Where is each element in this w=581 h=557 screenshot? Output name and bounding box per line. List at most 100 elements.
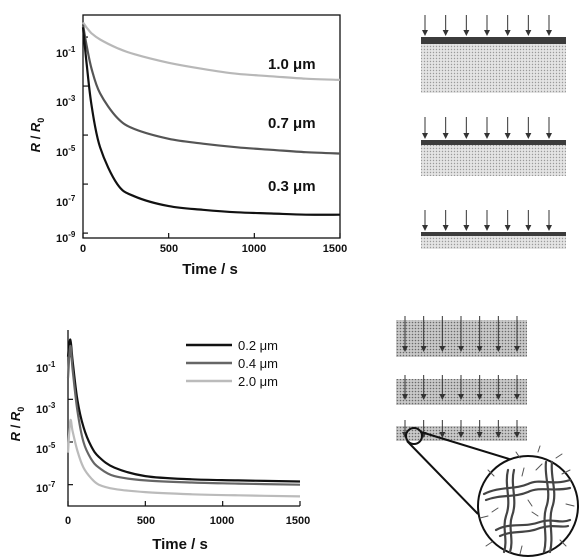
arrow-row-2-head-6 [546,133,552,139]
arrow-row-2-head-3 [484,133,490,139]
arrow-row-5 [402,375,520,400]
top-plot-frame [82,14,341,239]
top-y-axis-label: R / R0 [28,118,46,153]
arrow-row-1-head-1 [442,30,449,36]
top-ytick-label-4: 10-9 [56,230,76,245]
membrane-layer-3 [421,232,566,236]
arrow-row-1-head-6 [546,30,552,36]
arrow-row-4-head-1 [420,346,427,352]
arrow-row-4-head-6 [514,346,520,352]
arrow-row-2-head-4 [504,133,511,139]
top-chart: 10-1 10-3 10-5 10-7 10-9 0 500 1000 1500… [28,14,347,278]
arrow-row-2-head-5 [525,133,532,139]
porous-layer-illustration-3 [396,420,527,441]
arrow-row-1-head-2 [463,30,470,36]
top-xtick-label-2: 1000 [242,243,266,255]
arrow-row-4-head-0 [402,346,408,352]
top-x-axis-label: Time / s [182,261,238,278]
bottom-xtick-label-3: 1500 [286,515,310,527]
fiber-network [482,460,572,554]
arrow-row-1-head-3 [484,30,490,36]
arrow-row-2-head-0 [422,133,428,139]
arrow-row-3-head-5 [525,225,532,231]
membrane-layer-2 [421,140,566,145]
arrow-row-2-head-1 [442,133,449,139]
arrow-row-5-head-2 [439,394,446,400]
arrow-row-6-head-6 [514,432,520,438]
substrate-2 [421,145,566,176]
porous-layer-illustration-2 [396,375,527,405]
arrow-row-5-head-0 [402,394,408,400]
arrow-row-4-head-2 [439,346,446,352]
arrow-row-6-head-5 [495,432,502,438]
bottom-schematic [396,316,579,557]
porous-layer-illustration-1 [396,316,527,357]
top-x-ticks: 0 500 1000 1500 [80,243,347,255]
membrane-illustration-2 [421,117,566,176]
bottom-ytick-label-1: 10-3 [36,401,56,416]
arrow-row-3-head-3 [484,225,490,231]
arrow-row-1-head-5 [525,30,532,36]
bottom-xtick-label-2: 1000 [210,515,234,527]
arrow-row-6-head-2 [439,432,446,438]
bottom-ytick-label-2: 10-5 [36,441,56,456]
top-series-label-0: 1.0 μm [268,56,316,73]
bottom-ytick-label-3: 10-7 [36,480,56,495]
bottom-x-axis-label: Time / s [152,536,208,553]
arrow-row-5-head-5 [495,394,502,400]
arrow-row-3-head-4 [504,225,511,231]
legend-label-2: 2.0 μm [238,374,278,389]
bottom-y-axis-label: R / R0 [8,407,26,442]
arrow-row-5-head-3 [458,394,464,400]
arrow-row-4-head-3 [458,346,464,352]
membrane-illustration-1 [421,15,566,93]
bottom-ytick-label-0: 10-1 [36,360,56,375]
arrow-row-5-head-1 [420,394,427,400]
top-xtick-label-1: 500 [160,243,178,255]
small-fibrils [479,445,575,555]
magnifier-small-circle [405,427,423,445]
legend-label-1: 0.4 μm [238,356,278,371]
top-series-line-2 [81,27,341,216]
arrow-row-6-head-3 [458,432,464,438]
arrow-row-2-head-2 [463,133,470,139]
top-ytick-label-2: 10-5 [56,144,76,159]
substrate-1 [421,44,566,93]
arrow-row-2 [422,117,552,139]
top-series-label-2: 0.3 μm [268,178,316,195]
bottom-series-line-2 [66,418,301,498]
top-ytick-label-3: 10-7 [56,194,76,209]
top-ytick-label-1: 10-3 [56,94,76,109]
arrow-row-1-head-4 [504,30,511,36]
bottom-series-line-1 [66,344,301,486]
arrow-row-1 [422,15,552,36]
arrow-row-6-head-4 [476,432,483,438]
arrow-row-4-head-5 [495,346,502,352]
bottom-legend: 0.2 μm 0.4 μm 2.0 μm [186,338,278,389]
arrow-row-3-head-1 [442,225,449,231]
membrane-layer-1 [421,37,566,44]
arrow-row-3-head-0 [422,225,428,231]
bottom-series-lines [66,338,301,506]
bottom-xtick-label-0: 0 [65,515,71,527]
bottom-chart: 10-1 10-3 10-5 10-7 0 500 1000 1500 Time… [8,330,310,553]
bottom-xtick-label-1: 500 [137,515,155,527]
substrate-3 [421,236,566,249]
membrane-illustration-3 [421,210,566,249]
arrow-row-1-head-0 [422,30,428,36]
magnified-circle [477,455,579,557]
arrow-row-3-head-6 [546,225,552,231]
top-series-line-1 [81,24,341,155]
top-series-lines [81,21,341,238]
arrow-row-3 [422,210,552,231]
arrow-row-5-head-4 [476,394,483,400]
arrow-row-4 [402,316,520,352]
top-schematic [421,15,566,249]
arrow-row-5-head-6 [514,394,520,400]
top-series-line-0 [82,21,341,81]
legend-label-0: 0.2 μm [238,338,278,353]
top-series-label-1: 0.7 μm [268,115,316,132]
arrow-row-3-head-2 [463,225,470,231]
top-ytick-label-0: 10-1 [56,45,76,60]
